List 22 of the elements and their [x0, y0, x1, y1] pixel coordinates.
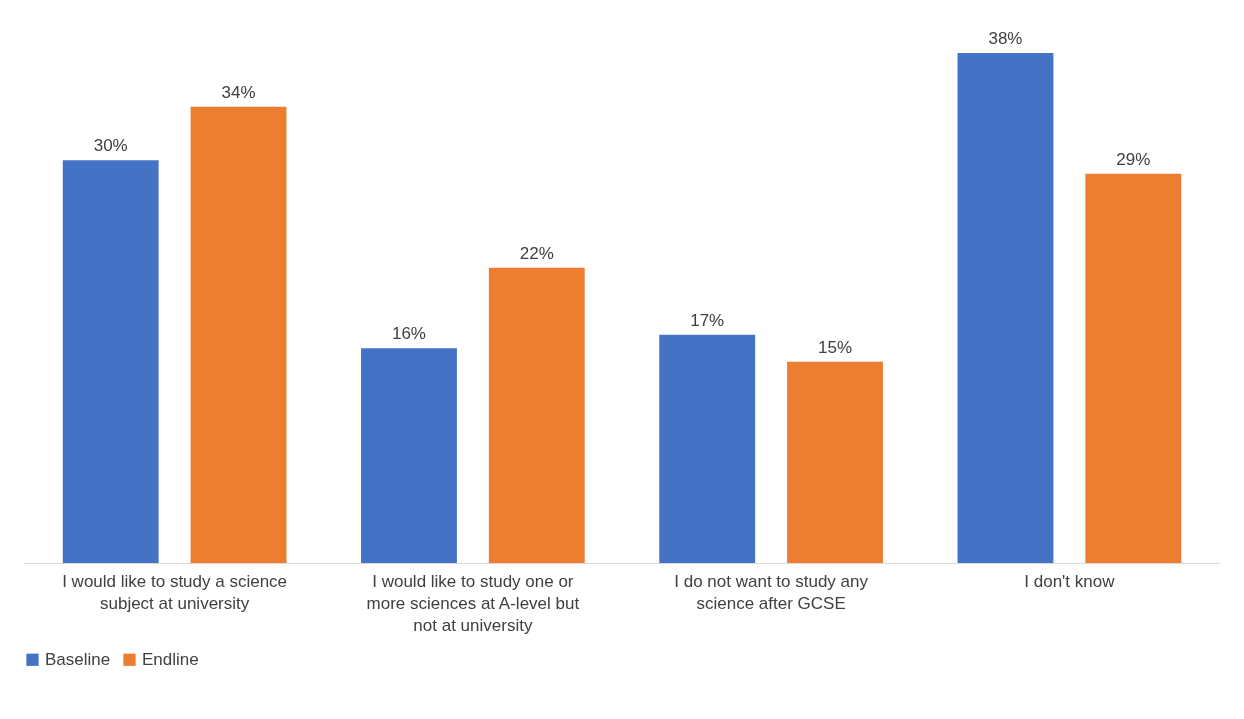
data-label: 30% [93, 136, 128, 156]
bar [361, 348, 457, 563]
legend-label: Baseline [45, 649, 111, 669]
data-label: 15% [818, 337, 853, 357]
data-label: 17% [690, 310, 725, 330]
x-tick-label: I would like to study one or more sciences at A-level but not at university [366, 571, 580, 635]
bar [957, 53, 1054, 563]
bar [62, 160, 159, 563]
data-label: 34% [221, 82, 256, 102]
bar [659, 334, 756, 563]
legend-label: Endline [142, 649, 199, 669]
x-tick-label: I do not want to study any science after GCSE [674, 571, 869, 613]
data-label: 38% [988, 29, 1023, 48]
x-tick-label: I would like to study a science subject at university [62, 571, 288, 613]
bar [488, 267, 585, 563]
data-label: 22% [519, 243, 554, 263]
x-tick-label: I don't know [1024, 571, 1116, 591]
data-label: 29% [1116, 149, 1151, 169]
data-label: 16% [391, 324, 426, 344]
bar [190, 106, 287, 563]
bar [1085, 173, 1182, 563]
bar [787, 361, 883, 563]
